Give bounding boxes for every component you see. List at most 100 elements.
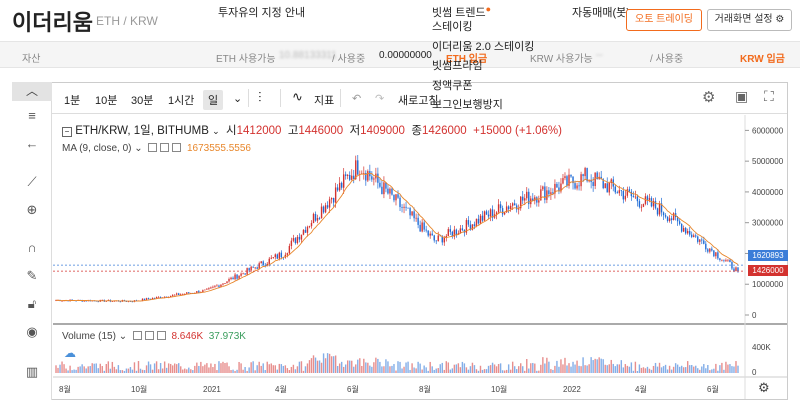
volume-bar (99, 363, 101, 373)
eye-toggle-icon[interactable] (132, 331, 142, 340)
settings-box-icon[interactable] (144, 331, 154, 340)
dropdown-item-staking[interactable]: 스테이킹 (432, 21, 473, 33)
candle-body (395, 194, 397, 201)
magnet-icon[interactable]: ∩ (27, 240, 37, 255)
candle-body (715, 252, 717, 257)
candle-body (61, 300, 63, 302)
trash-icon[interactable]: ▥ (25, 364, 39, 379)
fullscreen-icon[interactable]: ⛶ (764, 88, 774, 104)
volume-bar (117, 365, 120, 373)
volume-bar (680, 365, 683, 373)
screen-settings-button[interactable]: 거래화면 설정 ⚙ (707, 9, 792, 31)
volume-bar (471, 362, 474, 373)
volume-bar (129, 367, 132, 373)
candle-body (153, 297, 156, 299)
volume-bar (487, 365, 490, 373)
settings-box-icon[interactable] (160, 143, 170, 152)
volume-bar (232, 369, 234, 373)
candle-body (326, 205, 329, 208)
camera-icon[interactable]: ▣ (735, 88, 749, 104)
price-chart[interactable]: 6000000500000040000003000000200000010000… (53, 115, 787, 399)
candle-body (334, 187, 337, 203)
volume-bar (590, 357, 592, 373)
candle-body (298, 236, 301, 240)
candle-body (169, 295, 172, 298)
timeframe-1h[interactable]: 1시간 (168, 95, 195, 107)
timeframe-1m[interactable]: 1분 (64, 95, 81, 107)
timeframe-30m[interactable]: 30분 (131, 95, 154, 107)
volume-bar (61, 361, 63, 373)
candle-body (670, 218, 673, 220)
collapse-legend-icon[interactable]: − (62, 127, 72, 137)
volume-bar (169, 363, 172, 373)
candle-body (328, 199, 331, 208)
auto-trading-button[interactable]: 오토 트레이딩 (626, 9, 702, 31)
menu-bithumb-trends[interactable]: 빗썸 트렌드● (432, 4, 491, 20)
close-box-icon[interactable] (172, 143, 182, 152)
timeframe-day[interactable]: 일 (203, 90, 224, 110)
open-value: 1412000 (236, 125, 282, 137)
zoom-in-icon[interactable]: ⊕ (26, 202, 38, 217)
candle-body (274, 254, 276, 258)
collapse-toolbar-icon[interactable]: ︿ (12, 82, 52, 101)
eye-toggle-icon[interactable] (148, 143, 158, 152)
candle-body (320, 206, 323, 219)
undo-icon[interactable]: ↶ (352, 93, 362, 105)
volume-label[interactable]: Volume (15) (62, 331, 116, 342)
indicator-icon[interactable]: ∿ (292, 89, 303, 104)
volume-bar (391, 365, 393, 373)
volume-bar (260, 365, 262, 373)
krw-deposit-link[interactable]: KRW 입금 (740, 54, 785, 65)
candle-body (735, 267, 737, 272)
candle-type-icon[interactable]: ⫶ (258, 89, 262, 105)
chevron-down-icon[interactable]: ⌄ (233, 93, 243, 105)
settings-icon[interactable]: ⚙ (702, 89, 716, 106)
close-box-icon[interactable] (156, 331, 166, 340)
symbol-label[interactable]: ETH/KRW, 1일, BITHUMB (75, 125, 209, 137)
candle-body (461, 228, 464, 231)
volume-bar (87, 366, 89, 373)
chevron-down-icon[interactable]: ⌄ (134, 143, 143, 154)
chart-settings-gear-icon[interactable]: ⚙ (758, 380, 770, 395)
chevron-down-icon[interactable]: ⌄ (118, 331, 128, 342)
volume-bar (280, 364, 283, 373)
refresh-button[interactable]: 새로고침 (398, 95, 439, 107)
dropdown-item-phishing-prevention[interactable]: 보그인보행방지 (432, 99, 503, 111)
candle-body (236, 274, 238, 279)
dropdown-item-bithumb-prime[interactable]: 빗썸프라임 (432, 60, 483, 72)
arrow-left-icon[interactable]: ← (25, 136, 39, 151)
pencil-lock-icon[interactable]: ✎ (26, 268, 38, 283)
candle-body (159, 296, 162, 298)
candle-body (258, 263, 260, 269)
dropdown-item-eth2-staking[interactable]: 이더리움 2.0 스테이킹 (432, 40, 535, 53)
eye-icon[interactable]: ◉ (26, 324, 38, 339)
ma-label[interactable]: MA (9, close, 0) (62, 143, 132, 154)
volume-bar (395, 370, 397, 373)
dropdown-item-coupon[interactable]: 정액쿠폰 (432, 79, 473, 92)
menu-auto-trading[interactable]: 자동매매(봇) (572, 7, 630, 19)
volume-bar (666, 369, 669, 373)
close-label: 종 (411, 125, 422, 137)
candle-body (272, 257, 274, 258)
volume-bar (433, 369, 435, 373)
redo-icon[interactable]: ↷ (375, 93, 385, 105)
candle-body (640, 206, 643, 208)
lock-icon[interactable]: 🔓︎ (27, 296, 37, 311)
timeframe-10m[interactable]: 10분 (95, 95, 118, 107)
volume-bar (178, 363, 180, 373)
volume-bar (234, 370, 236, 373)
ruler-icon[interactable]: ⟋ (27, 174, 37, 189)
indicator-label[interactable]: 지표 (314, 95, 335, 107)
volume-bar (532, 362, 534, 373)
volume-bar (334, 355, 337, 373)
eth-deposit-link[interactable]: ETH 입금 (446, 54, 488, 65)
menu-notice[interactable]: 투자유의 지정 안내 (218, 7, 306, 19)
candle-body (662, 212, 665, 216)
chevron-down-icon[interactable]: ⌄ (212, 126, 220, 136)
volume-bar (157, 369, 160, 373)
volume-bar (429, 361, 431, 373)
crosshair-tool-icon[interactable]: ≡ (28, 108, 36, 123)
candle-body (646, 196, 649, 200)
volume-bar (67, 370, 69, 373)
candle-body (240, 273, 242, 276)
